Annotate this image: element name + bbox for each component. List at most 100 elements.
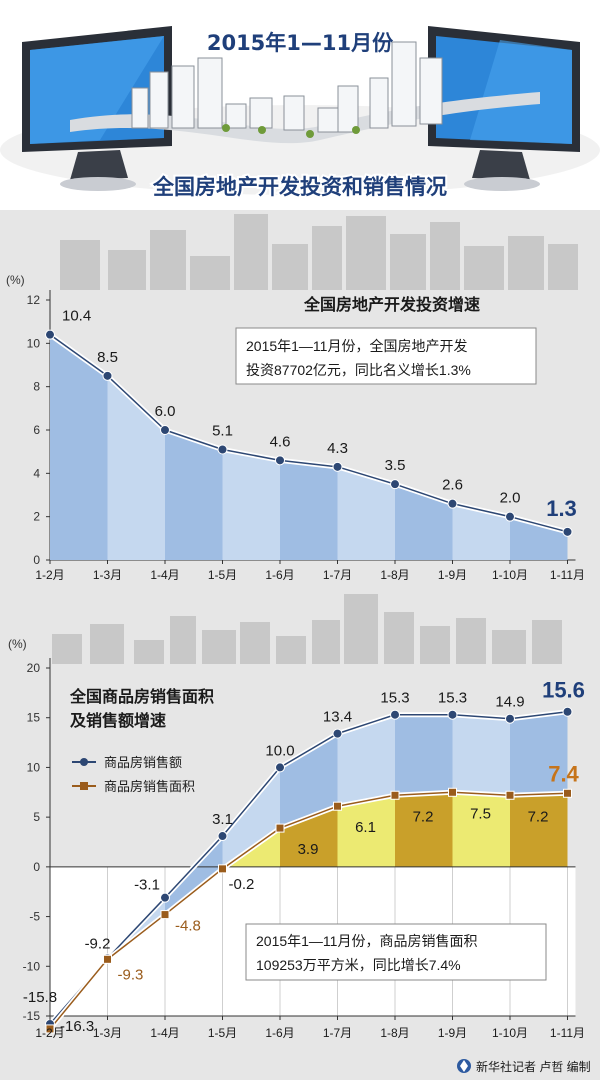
chart2-amount-label: 13.4 (323, 709, 352, 726)
footer-credit: 新华社记者 卢哲 编制 (476, 1059, 591, 1074)
chart1-point (562, 526, 573, 537)
chart2-area-point (45, 1024, 55, 1034)
chart1-x-tick-label: 1-5月 (208, 568, 237, 582)
chart1-x-tick-label: 1-7月 (323, 568, 352, 582)
chart2-area-label: 6.1 (355, 819, 376, 836)
chart2-amount-point (217, 831, 228, 842)
chart1-x-tick-label: 1-8月 (380, 568, 409, 582)
chart1-area-band (510, 516, 568, 560)
chart1-point (102, 370, 113, 381)
chart2-amount-band (222, 767, 280, 869)
chart1-point (275, 455, 285, 466)
chart2-legend: 商品房销售额 商品房销售面积 (72, 755, 195, 794)
chart1-title: 全国房地产开发投资增速 (303, 295, 480, 314)
chart1-point (217, 444, 228, 455)
chart2-area-label: -4.8 (175, 918, 201, 935)
chart2-amount-label: -9.2 (85, 935, 111, 952)
chart2-amount-label: 14.9 (495, 694, 524, 711)
chart2-y-tick-label: 15 (27, 711, 41, 725)
chart2-title-block: 全国商品房销售面积 及销售额增速 (69, 687, 214, 730)
chart2-y-tick-label: 10 (27, 760, 41, 774)
chart2-x-tick-label: 1-7月 (323, 1026, 352, 1040)
chart1-data-label: 3.5 (385, 457, 406, 474)
investment-growth-chart: (%) 0 2 4 6 8 10 12 10.4 1-2月 8.5 1-3月 6.0 1-4月 5.1 1-5… (6, 273, 585, 582)
chart2-x-tick-label: 1-3月 (93, 1026, 122, 1040)
chart2-note-line-1: 2015年1—11月份，商品房销售面积 (256, 933, 477, 949)
chart2-amount-point (562, 706, 573, 717)
chart2-amount-point (390, 709, 400, 720)
chart2-x-tick-label: 1-9月 (438, 1026, 467, 1040)
chart2-amount-point (275, 762, 285, 773)
chart2-amount-point (332, 728, 343, 739)
trees-icon (222, 124, 360, 138)
chart2-amount-band (165, 836, 223, 915)
chart2-area-label: 7.4 (548, 761, 579, 786)
chart2-area-label: 7.2 (528, 808, 549, 825)
chart1-y-unit: (%) (6, 273, 25, 287)
chart1-data-label: 4.3 (327, 440, 348, 457)
chart1-note-line-1: 2015年1—11月份，全国房地产开发 (246, 338, 467, 354)
chart2-x-tick-label: 1-6月 (265, 1026, 294, 1040)
right-monitor-icon (428, 26, 580, 191)
chart1-x-tick-label: 1-3月 (93, 568, 122, 582)
chart2-area-label: -9.3 (118, 966, 144, 983)
legend-area-label: 商品房销售面积 (104, 779, 195, 794)
chart2-amount-band (280, 733, 338, 829)
chart2-area-point (160, 910, 170, 920)
chart1-point (45, 329, 55, 340)
chart2-amount-point (505, 713, 515, 724)
chart1-x-tick-label: 1-9月 (438, 568, 467, 582)
chart1-y-tick-label: 4 (33, 466, 40, 480)
chart2-y-tick-label: -10 (23, 959, 41, 973)
chart2-x-tick-label: 1-8月 (380, 1026, 409, 1040)
chart1-y-tick-label: 8 (33, 380, 40, 394)
chart1-point (332, 461, 343, 472)
chart2-x-tick-label: 1-4月 (150, 1026, 179, 1040)
chart2-amount-label: -15.8 (23, 989, 57, 1006)
chart1-area-band (50, 334, 108, 560)
chart2-amount-label: 10.0 (265, 742, 294, 759)
chart2-x-tick-label: 1-10月 (492, 1026, 528, 1040)
chart1-skyline-background (60, 214, 578, 290)
chart2-x-tick-label: 1-11月 (550, 1026, 585, 1040)
chart2-area-label: 3.9 (298, 841, 319, 858)
header-illustration: 2015年1—11月份 全国房地产开发投资和销售情况 (0, 0, 600, 210)
chart1-area-band (107, 375, 165, 560)
chart1-area-band (395, 484, 453, 560)
chart1-data-label: 6.0 (155, 403, 176, 420)
chart1-y-tick-label: 6 (33, 423, 40, 437)
chart2-amount-band (510, 711, 568, 796)
chart1-area-band (337, 466, 395, 560)
chart2-area-point (218, 864, 227, 874)
chart2-amount-label: 15.6 (542, 678, 585, 703)
chart2-area-point (563, 788, 572, 798)
chart2-area-label: -0.2 (229, 876, 255, 893)
chart1-point (447, 498, 458, 509)
chart2-skyline-background (52, 594, 562, 664)
chart1-data-label: 10.4 (62, 308, 91, 325)
chart1-y-tick-label: 12 (27, 293, 41, 307)
chart1-point (505, 511, 515, 522)
chart2-area-point (333, 801, 342, 811)
chart2-title-line-1: 全国商品房销售面积 (69, 687, 214, 706)
chart2-amount-line (49, 711, 568, 1025)
chart2-amount-band (337, 714, 395, 807)
chart1-x-tick-label: 1-10月 (492, 568, 528, 582)
legend-area-marker-icon (80, 782, 88, 790)
date-title: 2015年1—11月份 (207, 31, 394, 55)
chart2-area-band (510, 793, 568, 867)
chart2-area-band (337, 795, 395, 867)
chart1-note-line-2: 投资87702亿元，同比名义增长1.3% (246, 362, 471, 378)
chart1-x-tick-label: 1-2月 (35, 568, 64, 582)
chart1-data-label: 5.1 (212, 423, 233, 440)
chart1-series-line (49, 334, 568, 533)
chart2-y-tick-label: -15 (23, 1009, 41, 1023)
chart2-area-label: 7.2 (413, 808, 434, 825)
chart2-x-tick-label: 1-2月 (35, 1026, 64, 1040)
sales-growth-chart: (%) -15 -10 -5 0 5 10 15 20 -15.8-16.31-2月 -9.2 -9.… (8, 637, 585, 1040)
chart2-note-box: 2015年1—11月份，商品房销售面积 109253万平方米，同比增长7.4% (245, 923, 547, 981)
chart2-area-label: -16.3 (60, 1018, 94, 1035)
chart2-area-band (280, 806, 338, 867)
